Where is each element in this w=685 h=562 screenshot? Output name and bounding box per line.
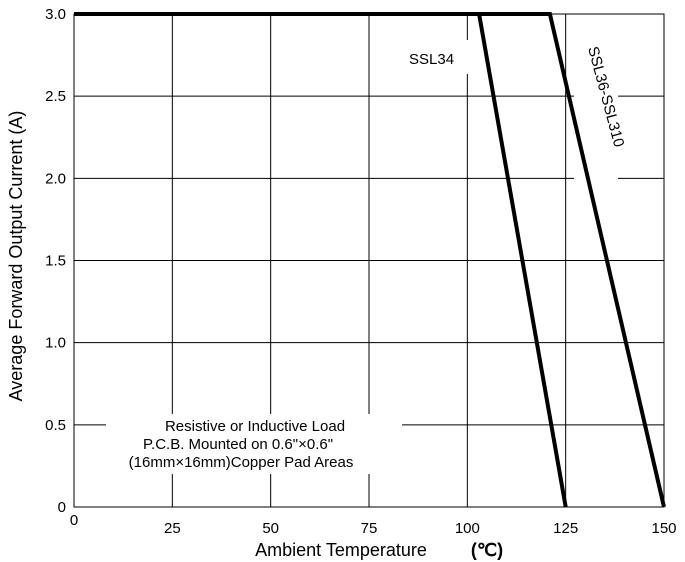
x-tick-label: 0 [70,512,78,529]
x-tick-label: 100 [455,520,480,537]
y-tick-label: 2.0 [45,170,66,187]
y-tick-label: 1.0 [45,335,66,352]
y-tick-label: 3.0 [45,6,66,23]
x-tick-label: 75 [361,520,378,537]
annotation-line-2: P.C.B. Mounted on 0.6"×0.6" [143,436,333,453]
annotation-background [106,414,402,474]
x-tick-label: 150 [651,520,676,537]
x-tick-label: 125 [553,520,578,537]
x-tick-label: 25 [164,520,181,537]
y-tick-label: 0.5 [45,417,66,434]
x-axis-title: Ambient Temperature [255,540,427,560]
y-tick-label: 0 [58,499,66,516]
x-tick-label: 50 [262,520,279,537]
annotation-line-3: (16mm×16mm)Copper Pad Areas [129,454,354,471]
y-tick-label: 1.5 [45,253,66,270]
series-line-ssl36-ssl310 [74,12,666,508]
x-axis-unit: (℃) [471,540,503,560]
tick-labels: 0 25 50 75 100 125 150 0 0.5 1.0 1.5 2.0 2.5 3.0 [45,6,676,537]
y-axis-title: Average Forward Output Current (A) [6,111,26,402]
series-label-background [404,40,468,74]
series-label-background [574,44,618,182]
annotation-line-1: Resistive or Inductive Load [165,418,345,435]
y-tick-label: 2.5 [45,88,66,105]
series-label-ssl34: SSL34 [409,51,454,68]
